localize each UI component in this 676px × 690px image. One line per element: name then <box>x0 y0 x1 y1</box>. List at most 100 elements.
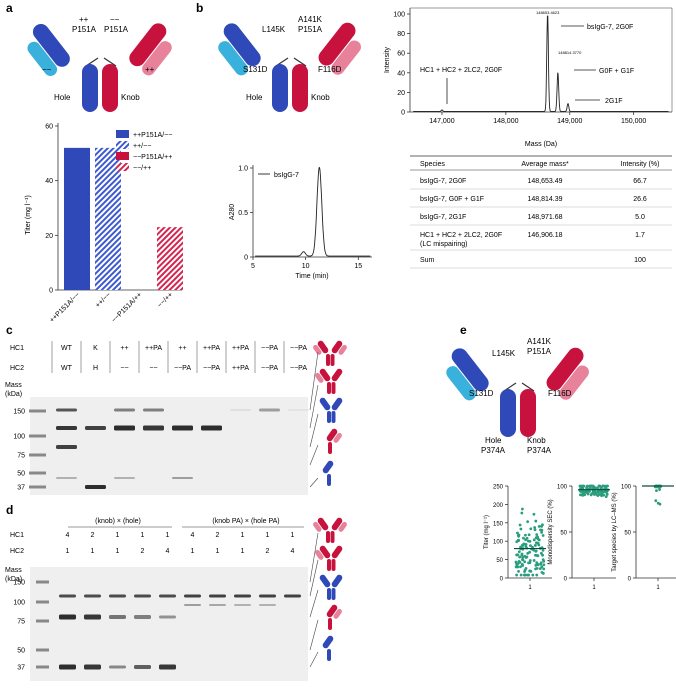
species-table: Species Average mass* Intensity (%) bsIgG-7… <box>410 155 672 269</box>
sec-ytick-label: 1.0 <box>238 166 248 173</box>
gel-marker-label: 150 <box>13 580 25 587</box>
gel-marker-label: 75 <box>17 453 25 460</box>
ladder-band <box>29 434 46 438</box>
ladder-band <box>36 665 49 669</box>
gel-hc1-lane-label: −−PA <box>290 345 307 352</box>
gel-band <box>56 408 77 412</box>
gel-hc1-lane-label: ++PA <box>203 345 220 352</box>
e-point <box>535 566 539 570</box>
e-point <box>540 524 543 528</box>
e-point <box>519 545 522 549</box>
e-ytick-label: 50 <box>624 531 631 537</box>
e-point <box>596 490 600 494</box>
a-left-bottom: −− <box>42 65 52 74</box>
e-point <box>533 544 537 547</box>
c-hc1-label: HC1 <box>10 345 24 352</box>
gel-hc1-lane-label: 1 <box>141 532 145 539</box>
e-point <box>597 484 601 488</box>
e-point <box>605 492 609 495</box>
e-hole: Hole <box>485 436 502 445</box>
gel-band <box>85 426 106 430</box>
ladder-band <box>36 580 49 584</box>
gel-band <box>59 614 76 620</box>
d-hc2-label: HC2 <box>10 548 24 555</box>
gel-hc1-lane-label: ++ <box>120 345 128 352</box>
e-point <box>539 528 542 532</box>
e-point <box>523 568 527 572</box>
e-xtick-label: 1 <box>528 585 532 591</box>
e-point <box>532 559 536 562</box>
c-hc2-label: HC2 <box>10 365 24 372</box>
e-point <box>658 488 661 491</box>
gel-hc2-lane-label: 1 <box>66 548 70 555</box>
e-point <box>521 558 524 562</box>
e-a141k: A141K <box>527 337 552 346</box>
e-point <box>535 533 539 537</box>
e-point <box>518 555 522 559</box>
d-group1: (knob) × (hole) <box>95 518 141 525</box>
e-point <box>517 550 521 554</box>
gel-hc1-lane-label: 2 <box>216 532 220 539</box>
e-point <box>531 573 535 577</box>
e-p151a: P151A <box>527 347 552 356</box>
e-xtick-label: 1 <box>656 585 660 591</box>
e-point <box>542 567 546 571</box>
table-cell-intensity: 1.7 <box>635 232 645 239</box>
a-hole-label: Hole <box>54 93 71 102</box>
gel-hc2-lane-label: 1 <box>191 548 195 555</box>
ladder-band <box>29 409 46 413</box>
gel-marker-label: 37 <box>17 665 25 672</box>
e-point <box>526 539 530 543</box>
e-point <box>540 565 544 569</box>
e-point <box>522 536 525 540</box>
gel-hc1-lane-label: 1 <box>241 532 245 539</box>
table-cell-species: bsIgG-7, 2G0F <box>420 178 466 185</box>
panel-label-a: a <box>6 1 13 15</box>
table-cell-mass: 146,906.18 <box>527 232 562 239</box>
sec-trace <box>255 166 371 257</box>
gel-band <box>114 425 135 431</box>
gel-band <box>259 594 276 598</box>
sec-ytick-label: 0.5 <box>238 210 248 217</box>
a-legend-label: −−P151A/++ <box>133 154 172 161</box>
gel-hc2-lane-label: −− <box>120 365 128 372</box>
e-point <box>527 533 531 537</box>
e-point <box>604 485 608 489</box>
e-point <box>579 493 582 497</box>
a-right-bottom: ++ <box>145 65 155 74</box>
e-point <box>590 484 594 488</box>
e-point <box>524 538 527 542</box>
ms-ylabel: Intensity <box>384 46 391 73</box>
gel-band <box>85 485 106 489</box>
table-header: Species <box>420 161 445 168</box>
gel-marker-label: 50 <box>17 648 25 655</box>
e-point <box>529 544 532 547</box>
gel-hc1-lane-label: ++PA <box>232 345 249 352</box>
table-cell-species: bsIgG-7, G0F + G1F <box>420 196 484 203</box>
a-xtick-label: ++/−− <box>95 291 113 309</box>
e-point <box>515 563 519 566</box>
e-knob: Knob <box>527 436 546 445</box>
e-point <box>519 573 523 577</box>
e-point <box>581 491 585 495</box>
c-mass-unit: (kDa) <box>5 391 22 398</box>
e-point <box>604 495 608 498</box>
table-header: Average mass* <box>521 161 569 168</box>
gel-marker-label: 150 <box>13 409 25 416</box>
e-point <box>602 493 606 497</box>
e-point <box>529 527 533 531</box>
gel-band <box>114 408 135 412</box>
gel-band <box>230 409 251 411</box>
gel-marker-label: 75 <box>17 619 25 626</box>
species-icon <box>319 574 343 600</box>
a-xtick-label: −−/++ <box>157 291 175 309</box>
gel-band <box>159 664 176 670</box>
e-point <box>526 520 530 524</box>
e-point <box>519 565 522 569</box>
sec-xtick-label: 10 <box>302 263 310 270</box>
sec-ylabel: A280 <box>229 204 236 220</box>
gel-hc1-lane-label: 1 <box>291 532 295 539</box>
table-cell-species: HC1 + HC2 + 2LC2, 2G0F <box>420 232 502 239</box>
